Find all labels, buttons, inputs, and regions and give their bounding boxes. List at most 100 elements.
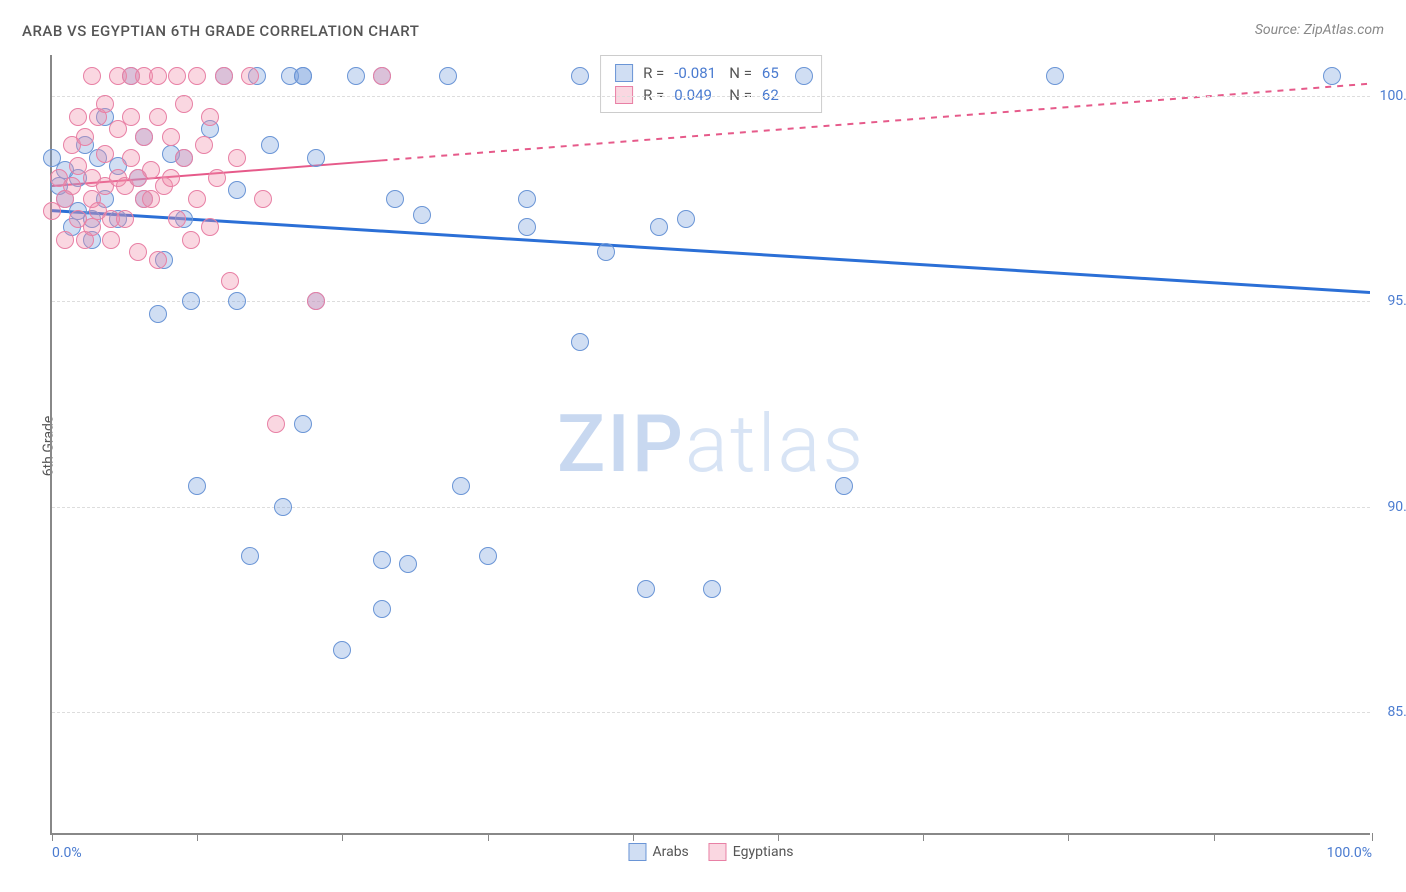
grid-line <box>52 712 1370 713</box>
legend-swatch-egyptians <box>709 843 727 861</box>
scatter-point-egyptians <box>129 243 147 261</box>
scatter-point-egyptians <box>307 292 325 310</box>
scatter-point-arabs <box>677 210 695 228</box>
scatter-point-egyptians <box>201 108 219 126</box>
scatter-point-egyptians <box>195 136 213 154</box>
scatter-point-egyptians <box>63 177 81 195</box>
scatter-point-arabs <box>373 600 391 618</box>
scatter-point-egyptians <box>162 128 180 146</box>
scatter-point-arabs <box>597 243 615 261</box>
watermark-light: atlas <box>685 397 865 491</box>
scatter-point-egyptians <box>69 108 87 126</box>
scatter-point-arabs <box>637 580 655 598</box>
x-tick <box>778 833 779 841</box>
x-tick <box>52 833 53 841</box>
scatter-point-arabs <box>1046 67 1064 85</box>
plot-area: ZIPatlas R = -0.081 N = 65 R = 0.049 N =… <box>50 55 1370 835</box>
x-tick <box>1068 833 1069 841</box>
trend-line-arabs <box>52 211 1370 293</box>
swatch-egyptians <box>615 86 633 104</box>
scatter-point-arabs <box>307 149 325 167</box>
scatter-point-arabs <box>228 292 246 310</box>
grid-line <box>52 301 1370 302</box>
y-tick-label: 95.0% <box>1387 293 1406 309</box>
scatter-point-egyptians <box>83 218 101 236</box>
stat-n-label-2: N = <box>729 86 752 104</box>
scatter-point-arabs <box>399 555 417 573</box>
scatter-point-egyptians <box>96 95 114 113</box>
scatter-point-arabs <box>452 477 470 495</box>
scatter-point-egyptians <box>168 210 186 228</box>
scatter-point-arabs <box>261 136 279 154</box>
scatter-point-arabs <box>835 477 853 495</box>
scatter-point-egyptians <box>221 272 239 290</box>
y-tick-label: 90.0% <box>1387 499 1406 515</box>
scatter-point-egyptians <box>188 190 206 208</box>
chart-source: Source: ZipAtlas.com <box>1255 22 1384 38</box>
scatter-point-arabs <box>518 218 536 236</box>
scatter-point-arabs <box>571 333 589 351</box>
stats-box: R = -0.081 N = 65 R = 0.049 N = 62 <box>600 55 822 113</box>
grid-line <box>52 507 1370 508</box>
watermark-bold: ZIP <box>557 397 685 491</box>
x-tick-label: 0.0% <box>52 845 82 861</box>
y-tick-label: 100.0% <box>1380 88 1406 104</box>
scatter-point-arabs <box>373 551 391 569</box>
scatter-point-arabs <box>182 292 200 310</box>
stats-row-egyptians: R = 0.049 N = 62 <box>615 84 807 106</box>
scatter-point-arabs <box>439 67 457 85</box>
scatter-point-egyptians <box>142 161 160 179</box>
scatter-point-egyptians <box>373 67 391 85</box>
scatter-point-egyptians <box>175 149 193 167</box>
legend-swatch-arabs <box>628 843 646 861</box>
stat-r-egyptians: 0.049 <box>674 86 719 104</box>
scatter-point-egyptians <box>267 415 285 433</box>
trend-lines-svg <box>52 55 1370 833</box>
scatter-point-egyptians <box>96 145 114 163</box>
scatter-point-egyptians <box>241 67 259 85</box>
scatter-point-egyptians <box>175 95 193 113</box>
scatter-point-arabs <box>795 67 813 85</box>
scatter-point-egyptians <box>135 128 153 146</box>
legend-label-egyptians: Egyptians <box>733 844 794 860</box>
stat-r-label-2: R = <box>643 86 664 104</box>
legend-item-arabs: Arabs <box>628 843 688 861</box>
scatter-point-egyptians <box>188 67 206 85</box>
legend-label-arabs: Arabs <box>652 844 688 860</box>
stat-r-label: R = <box>643 64 664 82</box>
scatter-point-arabs <box>149 305 167 323</box>
scatter-point-egyptians <box>122 149 140 167</box>
scatter-point-egyptians <box>149 67 167 85</box>
legend-item-egyptians: Egyptians <box>709 843 794 861</box>
x-tick <box>923 833 924 841</box>
scatter-point-egyptians <box>122 108 140 126</box>
scatter-point-egyptians <box>254 190 272 208</box>
scatter-point-arabs <box>228 181 246 199</box>
scatter-point-arabs <box>294 415 312 433</box>
scatter-point-arabs <box>650 218 668 236</box>
x-tick <box>197 833 198 841</box>
stat-n-label: N = <box>729 64 752 82</box>
scatter-point-arabs <box>333 641 351 659</box>
scatter-point-arabs <box>347 67 365 85</box>
grid-line <box>52 96 1370 97</box>
scatter-point-arabs <box>241 547 259 565</box>
scatter-point-arabs <box>386 190 404 208</box>
scatter-point-arabs <box>294 67 312 85</box>
scatter-point-egyptians <box>76 128 94 146</box>
x-tick-label: 100.0% <box>1327 845 1372 861</box>
scatter-point-egyptians <box>228 149 246 167</box>
y-tick-label: 85.0% <box>1387 704 1406 720</box>
watermark: ZIPatlas <box>557 397 865 491</box>
scatter-point-egyptians <box>215 67 233 85</box>
x-tick <box>1214 833 1215 841</box>
scatter-point-arabs <box>188 477 206 495</box>
chart-container: ARAB VS EGYPTIAN 6TH GRADE CORRELATION C… <box>0 0 1406 892</box>
scatter-point-arabs <box>518 190 536 208</box>
stat-r-arabs: -0.081 <box>674 64 719 82</box>
stats-row-arabs: R = -0.081 N = 65 <box>615 62 807 84</box>
scatter-point-egyptians <box>168 67 186 85</box>
scatter-point-arabs <box>274 498 292 516</box>
scatter-point-arabs <box>413 206 431 224</box>
scatter-point-egyptians <box>208 169 226 187</box>
